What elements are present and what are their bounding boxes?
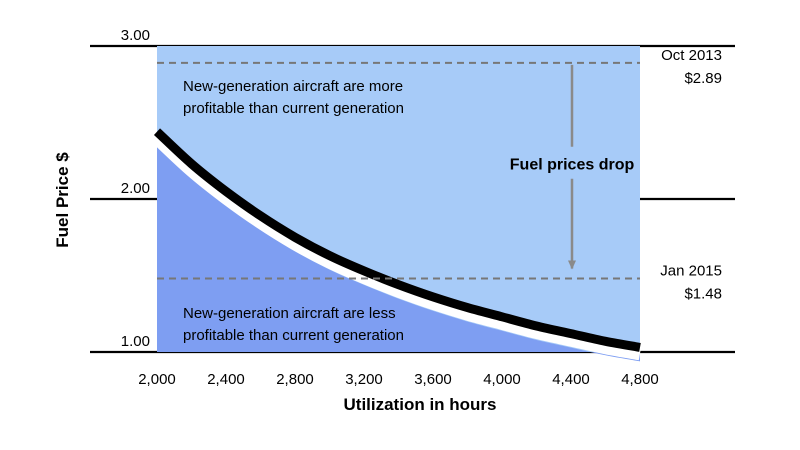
reference-value-1: $1.48 [684, 286, 722, 303]
y-tick-label: 2.00 [121, 180, 150, 197]
x-tick-label: 3,200 [345, 371, 383, 388]
y-tick-label: 3.00 [121, 27, 150, 44]
fuel-drop-arrow: Fuel prices drop [510, 64, 635, 270]
x-tick-label: 4,400 [552, 371, 590, 388]
text-layer: New-generation aircraft are more profita… [53, 78, 497, 414]
x-tick-label: 4,800 [621, 371, 659, 388]
reference-lines: Oct 2013 $2.89 Jan 2015 $1.48 [157, 47, 722, 303]
breakeven-curve [153, 128, 641, 352]
x-axis-ticks: 2,000 2,400 2,800 3,200 3,600 4,000 4,400 4,800 [138, 371, 659, 388]
x-axis-title: Utilization in hours [344, 395, 497, 414]
fuel-drop-label: Fuel prices drop [510, 157, 635, 174]
x-tick-label: 4,000 [483, 371, 521, 388]
reference-label-1: Jan 2015 [660, 263, 722, 280]
x-tick-label: 2,000 [138, 371, 176, 388]
upper-region-label-line1: New-generation aircraft are more [183, 78, 403, 95]
x-tick-label: 2,800 [276, 371, 314, 388]
breakeven-curve-highlight [152, 132, 642, 361]
plot-area [152, 46, 642, 362]
lower-region-label-line1: New-generation aircraft are less [183, 305, 396, 322]
y-axis-title: Fuel Price $ [53, 152, 72, 248]
upper-region-label-line2: profitable than current generation [183, 100, 404, 117]
lower-region-label-line2: profitable than current generation [183, 327, 404, 344]
lower-region-area [157, 145, 640, 362]
reference-label-0: Oct 2013 [661, 47, 722, 64]
x-tick-label: 3,600 [414, 371, 452, 388]
reference-value-0: $2.89 [684, 70, 722, 87]
y-axis-ticks: 3.00 2.00 1.00 [121, 27, 150, 350]
x-tick-label: 2,400 [207, 371, 245, 388]
y-tick-label: 1.00 [121, 333, 150, 350]
